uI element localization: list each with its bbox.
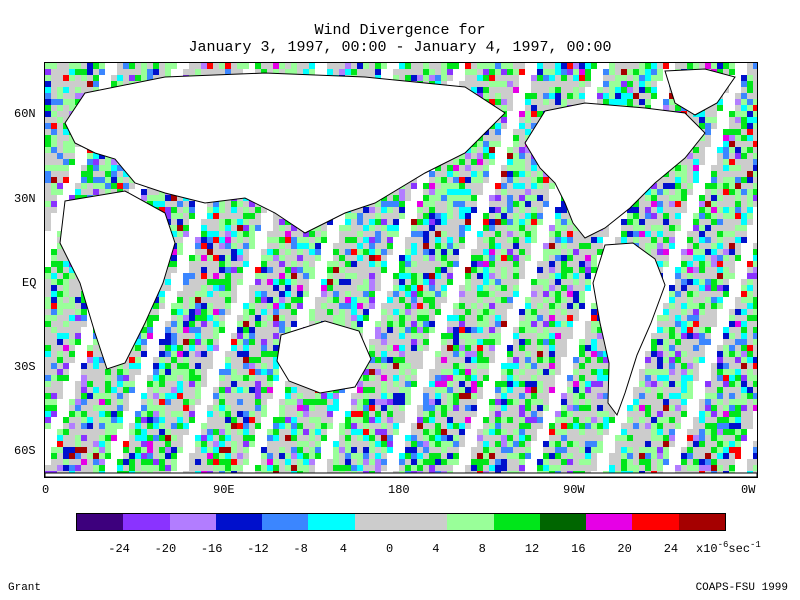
colorbar-cell [169,514,216,530]
lon-label: 90W [563,483,585,497]
colorbar-cell [262,514,309,530]
colorbar-cell [493,514,540,530]
credit-label: COAPS-FSU 1999 [695,582,788,594]
colorbar [76,513,726,531]
lat-label: 60N [14,107,36,121]
lon-label: 0 [42,483,50,497]
colorbar-tick-label: 4 [339,542,347,556]
colorbar-tick-label: 8 [478,542,486,556]
colorbar-tick-label: 0 [386,542,394,556]
colorbar-cell [632,514,679,530]
colorbar-cell [447,514,494,530]
wind-divergence-map [44,62,758,478]
continent-north-america [524,102,706,239]
lon-label: 90E [213,483,235,497]
continent-australia [276,320,372,394]
colorbar-unit: x10-6sec-1 [696,540,761,556]
colorbar-tick-label: -12 [247,542,269,556]
colorbar-cell [308,514,355,530]
colorbar-tick-label: 12 [524,542,540,556]
continent-eurasia [64,72,506,234]
colorbar-cell [586,514,633,530]
colorbar-cell [354,514,401,530]
continents [45,68,757,477]
lon-label: 180 [388,483,410,497]
continent-greenland [664,68,736,116]
map-plot-area [45,63,757,477]
colorbar-tick-label: -8 [293,542,308,556]
colorbar-tick-label: -20 [154,542,177,556]
lat-label: EQ [22,276,37,290]
map-title-line1: Wind Divergence for [314,22,486,39]
lon-label: 0W [741,483,756,497]
lat-label: 30N [14,192,36,206]
colorbar-tick-label: 24 [663,542,679,556]
lat-label: 60S [14,444,36,458]
map-title-line2: January 3, 1997, 00:00 - January 4, 1997… [188,39,612,56]
colorbar-tick-label: 4 [432,542,440,556]
colorbar-tick-label: 20 [617,542,632,556]
colorbar-cell [123,514,170,530]
colorbar-tick-label: 16 [571,542,586,556]
colorbar-tick-label: -16 [200,542,223,556]
colorbar-cell [539,514,587,530]
colorbar-cell [215,514,263,530]
colorbar-cell [400,514,448,530]
colorbar-tick-label: -24 [108,542,130,556]
continent-south-america [592,242,666,417]
author-label: Grant [8,582,42,594]
colorbar-cell [77,514,124,530]
continent-antarctica [45,472,757,477]
lat-label: 30S [14,360,36,374]
colorbar-cell [678,514,725,530]
continent-africa [59,190,176,370]
